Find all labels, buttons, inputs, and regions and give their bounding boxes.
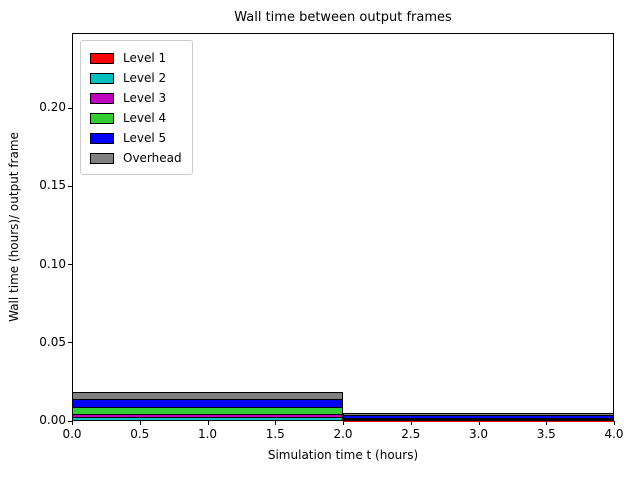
- legend-entry: Level 1: [90, 48, 182, 68]
- legend-label: Overhead: [123, 151, 182, 165]
- x-tick-label: 0.5: [130, 427, 150, 441]
- bar-segment-overhead: [343, 413, 614, 416]
- legend: Level 1 Level 2 Level 3 Level 4 Level 5 Overh…: [80, 40, 193, 175]
- x-tick-label: 3.5: [536, 427, 556, 441]
- x-tick-label: 2.5: [401, 427, 421, 441]
- y-tick-label: 0.10: [39, 256, 66, 271]
- bar-segment-level-4: [72, 407, 343, 415]
- legend-swatch-overhead: [90, 152, 114, 164]
- legend-swatch-level-2: [90, 72, 114, 84]
- y-tick-mark: [68, 342, 72, 344]
- y-tick-label: 0.00: [39, 413, 66, 427]
- x-tick-mark: [614, 421, 615, 425]
- y-tick-label: 0.05: [39, 334, 66, 349]
- legend-entry: Level 2: [90, 68, 182, 88]
- legend-swatch-level-5: [90, 132, 114, 144]
- bar-segment-overhead: [72, 392, 343, 400]
- legend-swatch-level-3: [90, 92, 114, 104]
- legend-label: Level 3: [123, 91, 167, 105]
- x-tick-label: 1.5: [265, 427, 285, 441]
- bar-edge-line: [72, 417, 343, 419]
- legend-label: Level 4: [123, 111, 167, 125]
- y-tick-mark: [68, 264, 72, 266]
- legend-entry: Overhead: [90, 148, 182, 168]
- chart-title: Wall time between output frames: [234, 10, 452, 25]
- bar-edge-line: [343, 419, 614, 421]
- y-tick-label: 0.15: [39, 178, 66, 193]
- x-tick-label: 4.0: [604, 427, 624, 441]
- x-tick-mark: [478, 421, 480, 425]
- bar-edge-line: [343, 418, 614, 420]
- x-tick-mark: [72, 421, 73, 425]
- stacked-bars: [72, 33, 614, 421]
- bar-segment-level-5: [343, 415, 614, 419]
- legend-entry: Level 5: [90, 128, 182, 148]
- x-tick-mark: [410, 421, 412, 425]
- bar-edge-line: [72, 419, 343, 421]
- bar-edge-line: [342, 392, 343, 421]
- legend-label: Level 1: [123, 51, 167, 65]
- legend-label: Level 2: [123, 71, 167, 85]
- legend-label: Level 5: [123, 131, 167, 145]
- legend-swatch-level-1: [90, 52, 114, 64]
- bar-segment-level-3: [72, 414, 343, 418]
- legend-entry: Level 3: [90, 88, 182, 108]
- x-tick-mark: [275, 421, 277, 425]
- bar-edge-line: [343, 413, 614, 415]
- bar-segment-level-5: [72, 399, 343, 408]
- y-tick-mark: [68, 107, 72, 109]
- bar-edge-line: [72, 414, 343, 416]
- x-tick-mark: [546, 421, 548, 425]
- x-axis-label: Simulation time t (hours): [267, 448, 419, 462]
- legend-swatch-level-4: [90, 112, 114, 124]
- bar-edge-line: [343, 419, 614, 421]
- x-tick-label: 2.0: [333, 427, 353, 441]
- y-tick-mark: [68, 420, 72, 422]
- bar-segment-level-2: [72, 417, 343, 421]
- x-tick-label: 0.0: [62, 427, 82, 441]
- x-tick-label: 3.0: [468, 427, 489, 441]
- x-tick-mark: [207, 421, 209, 425]
- y-tick-mark: [68, 185, 72, 187]
- bar-edge-line: [343, 413, 344, 421]
- bar-edge-line: [613, 413, 614, 421]
- bar-edge-line: [72, 392, 73, 421]
- y-axis-label: Wall time (hours)/ output frame: [7, 132, 21, 322]
- bar-edge-line: [72, 407, 343, 409]
- bar-edge-line: [72, 391, 343, 393]
- x-tick-label: 1.0: [197, 427, 218, 441]
- x-tick-mark: [343, 421, 344, 425]
- legend-entry: Level 4: [90, 108, 182, 128]
- y-tick-label: 0.20: [39, 100, 66, 115]
- bar-edge-line: [343, 415, 614, 417]
- bar-edge-line: [72, 399, 343, 401]
- x-tick-mark: [139, 421, 141, 425]
